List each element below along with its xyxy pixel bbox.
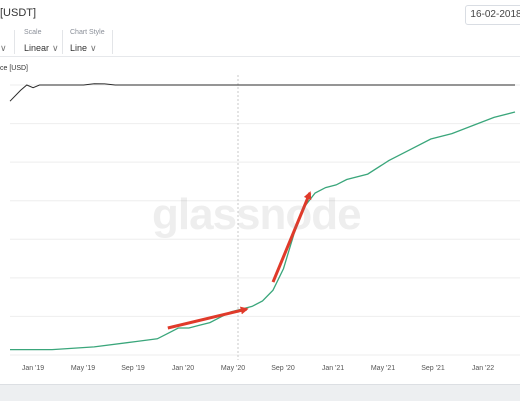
x-tick-label: Sep '21 — [421, 365, 445, 372]
scale-title: Scale — [24, 29, 42, 36]
divider — [62, 30, 63, 54]
scale-value: Linear — [24, 43, 50, 53]
watermark-logo: glassnode — [152, 190, 362, 239]
asset-label: [USDT] — [0, 7, 37, 19]
x-tick-label: May '21 — [370, 365, 396, 372]
x-tick-label: May '20 — [220, 365, 246, 372]
x-tick-label: May '19 — [70, 365, 96, 372]
chevron-down-icon: ∨ — [0, 43, 7, 53]
x-tick-label: Sep '20 — [271, 365, 295, 372]
divider — [14, 30, 15, 54]
x-tick-label: Jan '21 — [321, 365, 345, 372]
chart-style-value: Line — [70, 43, 88, 53]
x-tick-label: Jan '19 — [21, 365, 45, 372]
top-bar: [USDT] 16-02-2018 — [0, 0, 520, 28]
series-line-2 — [10, 111, 516, 351]
chevron-down-icon: ∨ — [52, 43, 59, 53]
x-tick-label: Jan '22 — [471, 365, 495, 372]
date-picker[interactable]: 16-02-2018 — [465, 5, 520, 25]
annotation-arrow-1 — [167, 306, 249, 330]
x-tick-label: Sep '19 — [121, 365, 145, 372]
x-tick-label: Jan '20 — [171, 365, 195, 372]
scale-control[interactable]: Scale Linear ∨ — [24, 28, 59, 56]
chart-controls: ∨ Scale Linear ∨ Chart Style Line ∨ — [0, 28, 520, 57]
annotation-arrow-2 — [271, 191, 312, 283]
divider — [112, 30, 113, 54]
chart-style-control[interactable]: Chart Style Line ∨ — [70, 28, 105, 56]
chevron-down-icon: ∨ — [90, 43, 97, 53]
range-navigator[interactable] — [0, 384, 520, 401]
chart-style-title: Chart Style — [70, 29, 105, 36]
y-axis-label: ce [USD] — [0, 65, 29, 72]
series-line-1 — [9, 83, 515, 102]
resolution-control[interactable]: ∨ — [0, 28, 7, 56]
